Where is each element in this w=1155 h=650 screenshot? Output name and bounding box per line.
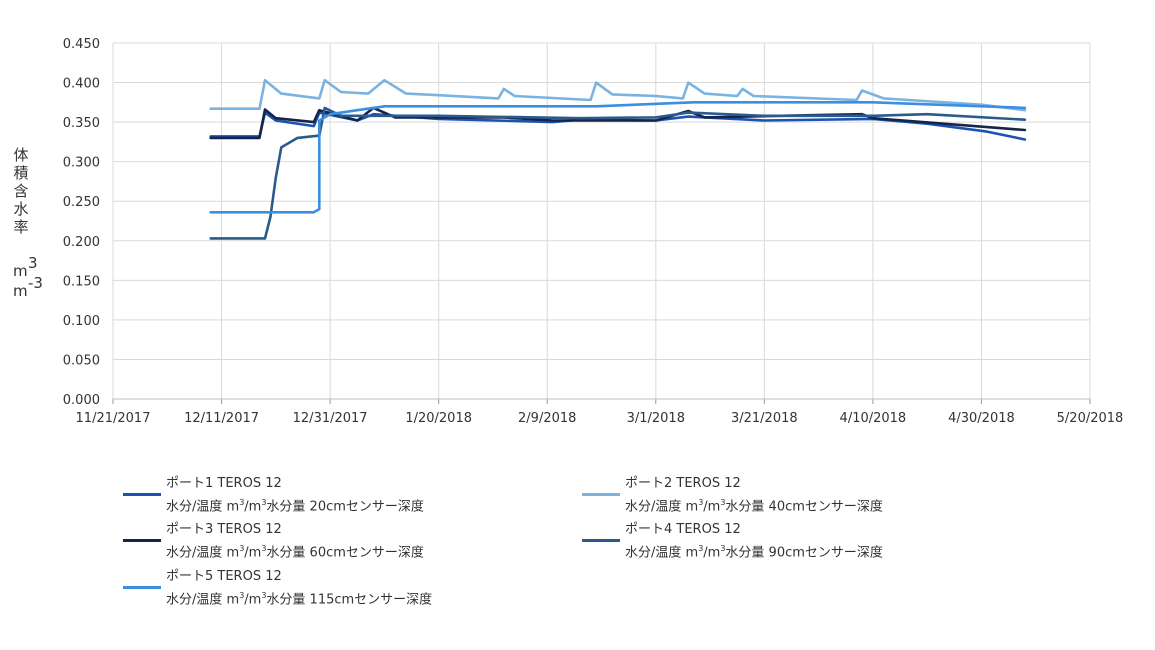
y-tick-label: 0.050 [63, 353, 100, 368]
y-axis-label-char: 体 [13, 146, 28, 164]
y-tick-label: 0.000 [63, 393, 100, 408]
x-tick-label: 3/21/2018 [731, 411, 798, 426]
y-axis-label-char: 率 [13, 218, 28, 236]
y-tick-label: 0.100 [63, 314, 100, 329]
x-tick-label: 4/10/2018 [840, 411, 907, 426]
y-unit-bottom-exp: -3 [28, 274, 43, 292]
y-axis-label-char: 水 [13, 200, 28, 218]
x-tick-label: 12/31/2017 [293, 411, 368, 426]
legend-label: ポート2 TEROS 12 水分/温度 m3/m3水分量 40cmセンサー深度 [625, 476, 883, 515]
x-tick-label: 11/21/2017 [76, 411, 151, 426]
legend-swatch [582, 539, 620, 542]
legend-swatch [582, 493, 620, 496]
x-tick-labels: 11/21/2017 12/11/2017 12/31/2017 1/20/2018 2… [76, 411, 1124, 426]
x-tick-label: 4/30/2018 [948, 411, 1015, 426]
legend-label: ポート4 TEROS 12 水分/温度 m3/m3水分量 90cmセンサー深度 [625, 522, 883, 561]
y-axis-label-char: 積 [13, 164, 28, 182]
x-tick-label: 12/11/2017 [184, 411, 259, 426]
y-tick-label: 0.450 [63, 37, 100, 52]
y-tick-label: 0.250 [63, 195, 100, 210]
y-tick-label: 0.200 [63, 235, 100, 250]
y-unit-bottom: m [13, 282, 28, 300]
y-unit-top-exp: 3 [28, 254, 38, 272]
legend-swatch [123, 539, 161, 542]
y-tick-label: 0.400 [63, 77, 100, 92]
legend-label: ポート5 TEROS 12 水分/温度 m3/m3水分量 115cmセンサー深度 [166, 569, 433, 608]
series-line [209, 101, 1027, 214]
x-tick-label: 2/9/2018 [518, 411, 576, 426]
x-tick-label: 1/20/2018 [405, 411, 472, 426]
y-axis-label-char: 含 [13, 182, 28, 200]
y-unit-top: m [13, 262, 28, 280]
legend-swatch [123, 493, 161, 496]
series-lines [209, 78, 1027, 240]
x-tick-label: 5/20/2018 [1057, 411, 1124, 426]
y-tick-label: 0.300 [63, 156, 100, 171]
series-line [209, 78, 1027, 112]
y-tick-label: 0.150 [63, 274, 100, 289]
series-line [209, 106, 1027, 240]
x-tick-label: 3/1/2018 [627, 411, 685, 426]
legend-swatch [123, 586, 161, 589]
grid-lines [112, 42, 1091, 404]
line-chart: 0.000 0.050 0.100 0.150 0.200 0.250 0.300 0.350… [13, 37, 1124, 426]
legend-label: ポート1 TEROS 12 水分/温度 m3/m3水分量 20cmセンサー深度 [166, 476, 424, 515]
y-tick-labels: 0.000 0.050 0.100 0.150 0.200 0.250 0.300 0.350… [63, 37, 100, 408]
y-tick-label: 0.350 [63, 116, 100, 131]
legend-label: ポート3 TEROS 12 水分/温度 m3/m3水分量 60cmセンサー深度 [166, 522, 424, 561]
